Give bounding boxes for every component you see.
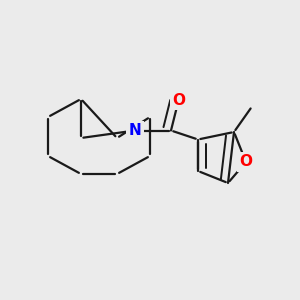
Text: O: O <box>239 154 253 169</box>
Text: O: O <box>172 93 185 108</box>
Text: N: N <box>129 123 141 138</box>
